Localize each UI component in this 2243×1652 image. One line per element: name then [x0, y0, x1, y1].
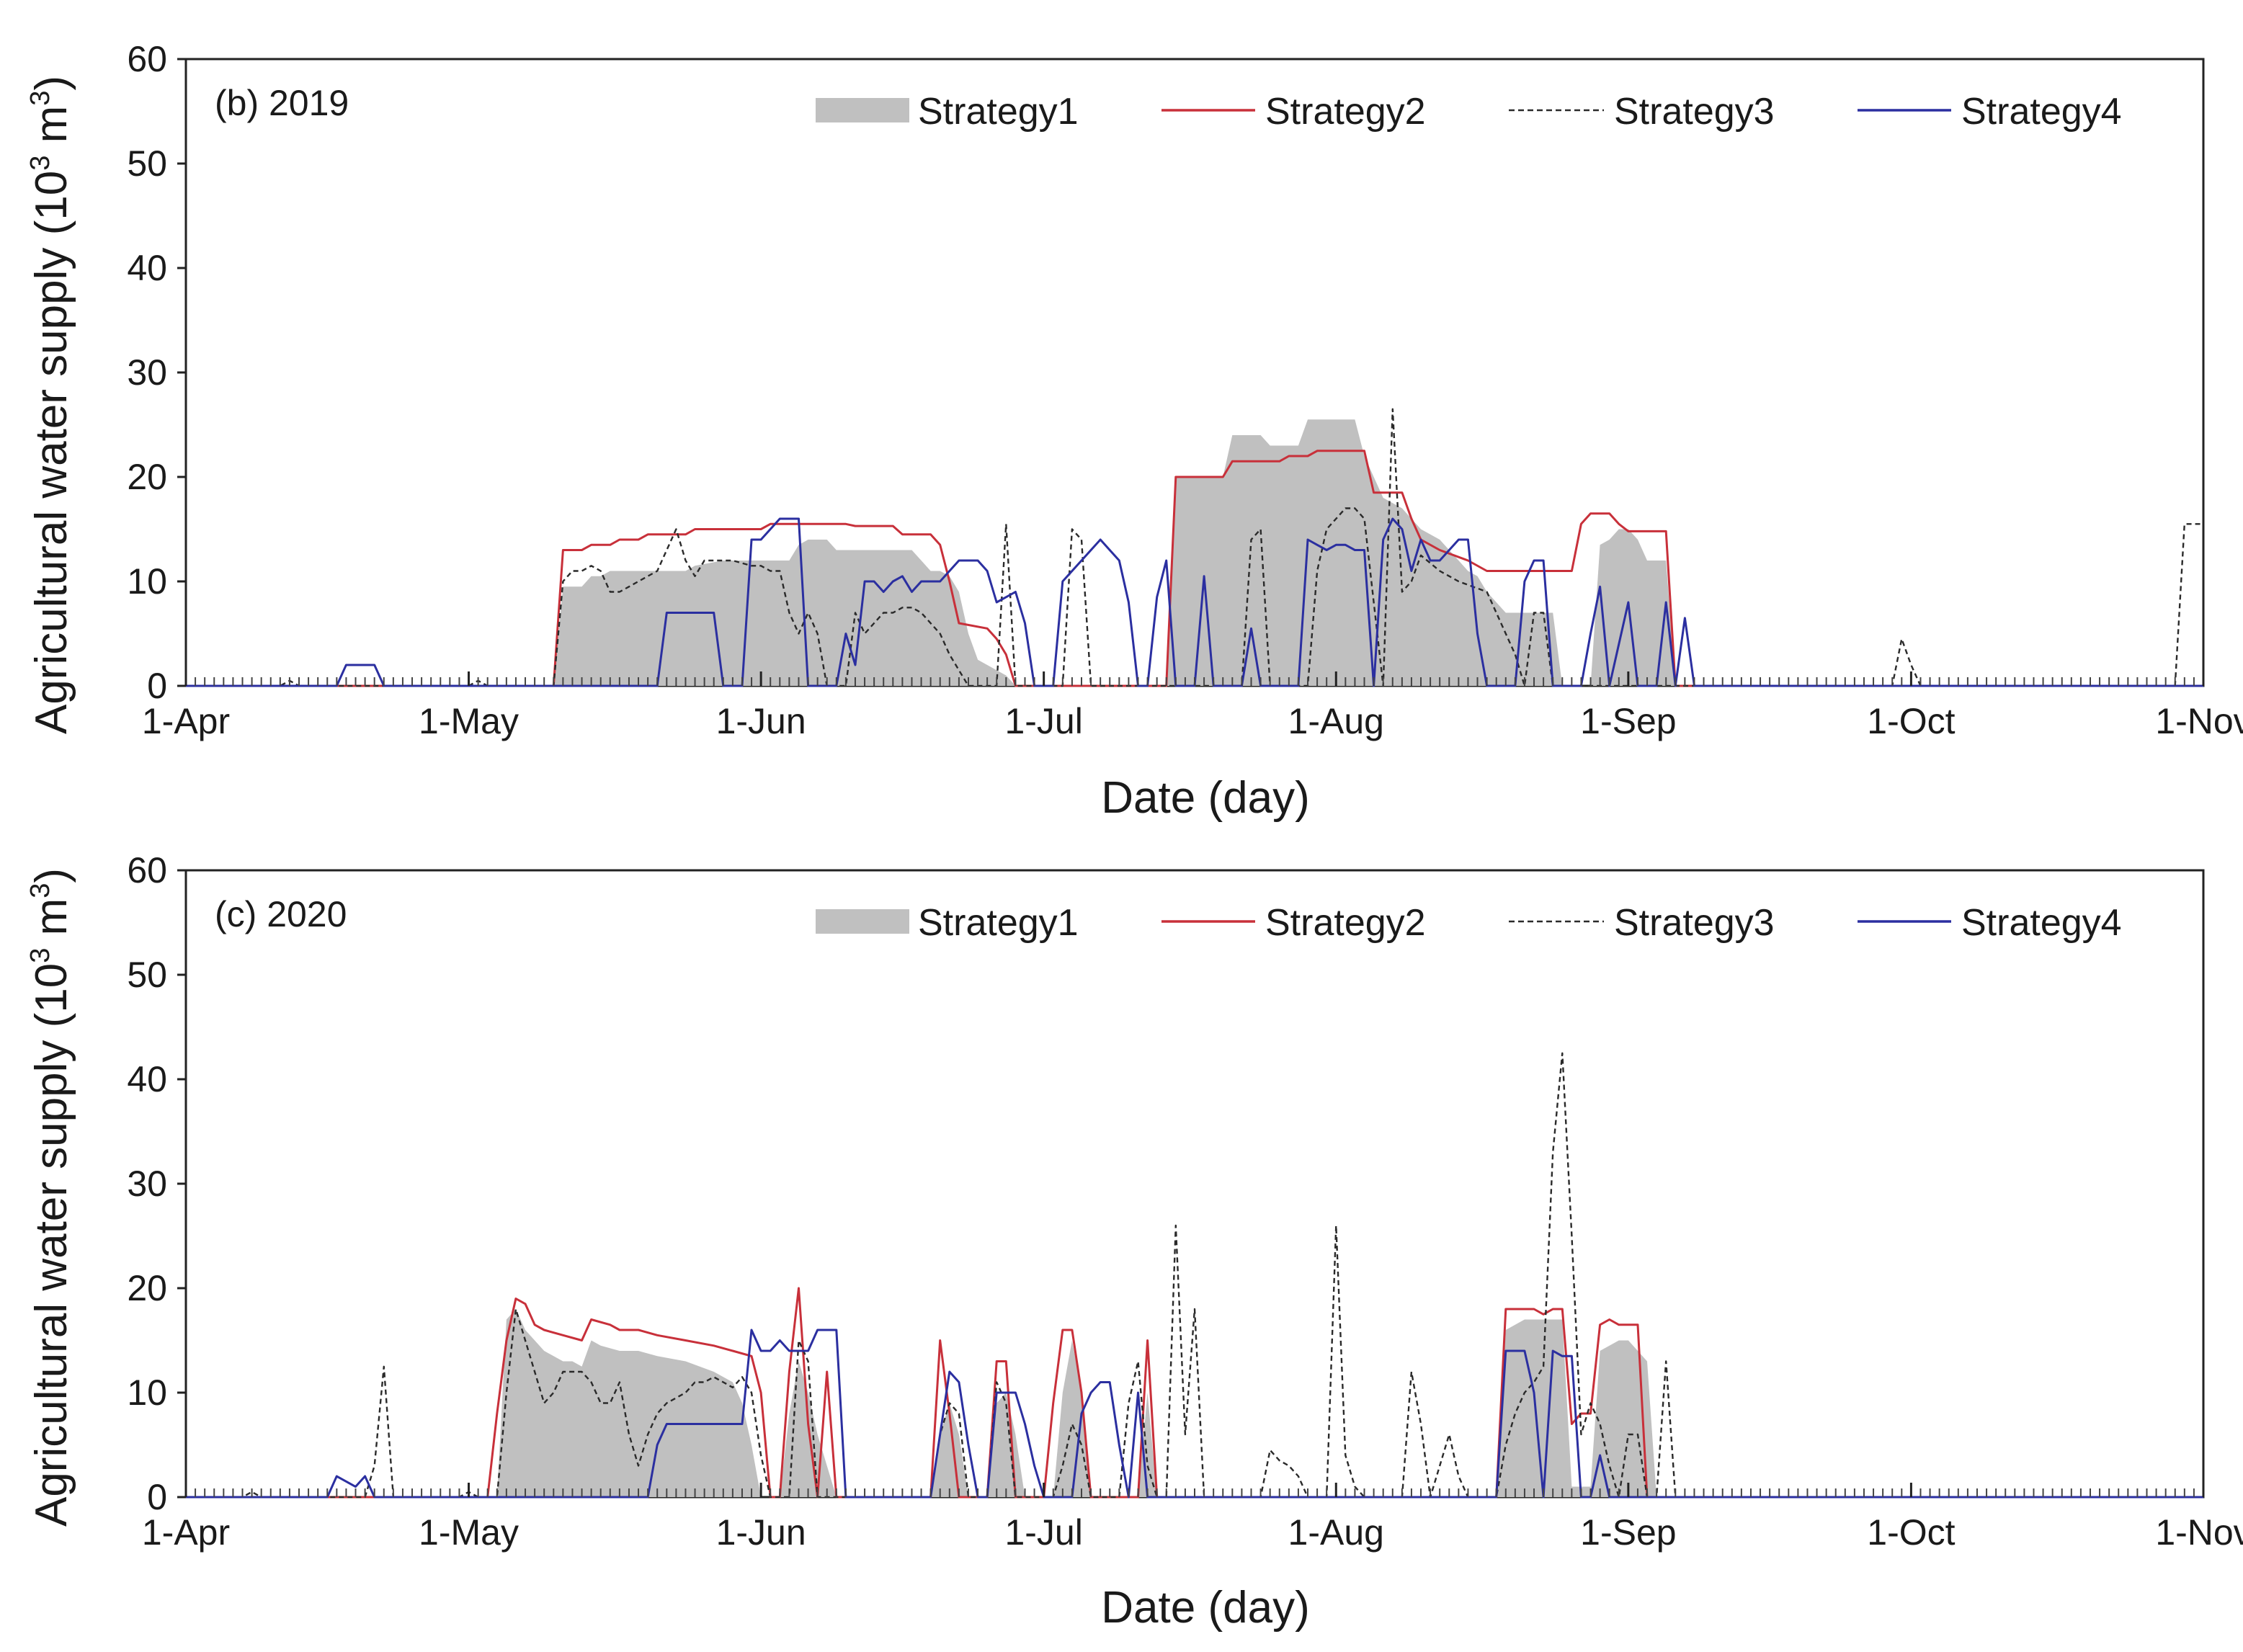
x-tick-label: 1-May: [419, 1512, 519, 1553]
x-tick-label: 1-Oct: [1867, 1512, 1955, 1553]
strategy4-line: [186, 1329, 2203, 1499]
y-tick-label: 40: [127, 1059, 167, 1099]
y-tick-label: 40: [127, 248, 167, 288]
y-axis-title: Agricultural water supply (103 m3): [25, 868, 76, 1527]
legend: Strategy1 Strategy2 Strategy3 Strategy4: [816, 91, 2122, 133]
y-tick-label: 20: [127, 457, 167, 497]
x-tick-label: 1-Jul: [1004, 701, 1082, 741]
x-tick-label: 1-Jun: [716, 1512, 806, 1553]
x-tick-label: 1-Apr: [142, 701, 230, 741]
strategy4-line: [186, 517, 2203, 687]
x-tick-label: 1-Sep: [1580, 1512, 1676, 1553]
legend-label-strategy3: Strategy3: [1614, 902, 1775, 944]
legend-label-strategy1: Strategy1: [918, 902, 1079, 944]
panel-label: (b) 2019: [215, 83, 349, 123]
panel-label: (c) 2020: [215, 894, 347, 934]
y-tick-label: 0: [147, 1477, 167, 1517]
legend: Strategy1 Strategy2 Strategy3 Strategy4: [816, 902, 2122, 944]
x-tick-label: 1-Nov: [2155, 1512, 2243, 1553]
x-tick-label: 1-Apr: [142, 1512, 230, 1553]
x-axis-title: Date (day): [1101, 1583, 1309, 1633]
y-tick-label: 20: [127, 1268, 167, 1308]
y-axis-title: Agricultural water supply (103 m3): [25, 76, 76, 734]
y-axis: 0 10 20 30 40 50 60: [127, 39, 186, 706]
strategy1-area: [186, 1309, 2203, 1497]
legend-label-strategy3: Strategy3: [1614, 91, 1775, 133]
strategy-lines-layer: [186, 408, 2203, 687]
x-axis-title: Date (day): [1101, 773, 1309, 823]
y-tick-label: 50: [127, 955, 167, 995]
strategy1-area-layer: [186, 1309, 2203, 1497]
y-tick-label: 60: [127, 39, 167, 79]
legend-label-strategy2: Strategy2: [1265, 902, 1426, 944]
y-tick-label: 50: [127, 143, 167, 184]
y-tick-label: 10: [127, 561, 167, 602]
x-tick-label: 1-Nov: [2155, 701, 2243, 741]
strategy1-area-layer: [186, 419, 2203, 686]
x-axis: 1-Apr 1-May 1-Jun 1-Jul 1-Aug 1-Sep 1-Oct 1-Nov: [142, 671, 2243, 741]
x-tick-label: 1-Aug: [1288, 1512, 1384, 1553]
legend-label-strategy4: Strategy4: [1961, 91, 2122, 133]
plot-frame: [184, 869, 2205, 1499]
y-tick-label: 30: [127, 1164, 167, 1204]
x-tick-label: 1-Sep: [1580, 701, 1676, 741]
x-tick-label: 1-Aug: [1288, 701, 1384, 741]
strategy2-line: [186, 450, 2203, 687]
x-tick-label: 1-May: [419, 701, 519, 741]
x-axis: 1-Apr 1-May 1-Jun 1-Jul 1-Aug 1-Sep 1-Oct 1-Nov: [142, 1483, 2243, 1553]
y-axis: 0 10 20 30 40 50 60: [127, 850, 186, 1517]
legend-label-strategy1: Strategy1: [918, 91, 1079, 133]
y-tick-label: 60: [127, 850, 167, 890]
x-tick-label: 1-Jul: [1004, 1512, 1082, 1553]
legend-label-strategy4: Strategy4: [1961, 902, 2122, 944]
y-tick-label: 10: [127, 1372, 167, 1413]
strategy1-area: [186, 419, 2203, 686]
legend-swatch-strategy1: [816, 909, 909, 934]
x-tick-label: 1-Oct: [1867, 701, 1955, 741]
legend-swatch-strategy1: [816, 98, 909, 122]
x-tick-label: 1-Jun: [716, 701, 806, 741]
y-tick-label: 0: [147, 666, 167, 706]
strategy2-line: [186, 1287, 2203, 1499]
y-tick-label: 30: [127, 352, 167, 393]
legend-label-strategy2: Strategy2: [1265, 91, 1426, 133]
